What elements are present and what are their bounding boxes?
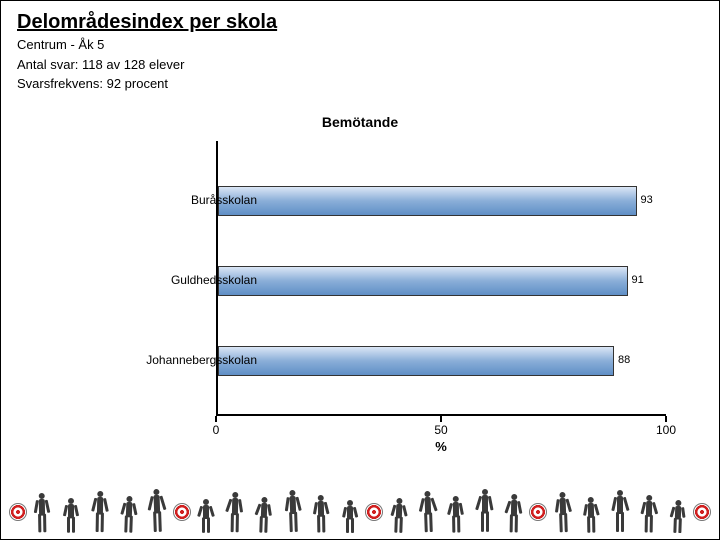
person-silhouette [58,491,85,533]
subtitle-line-2: Antal svar: 118 av 128 elever [17,56,703,74]
person-silhouette [607,491,634,533]
category-label: Buråsskolan [27,193,257,207]
person-silhouette [144,491,171,533]
target-icon [529,503,547,521]
target-icon [365,503,383,521]
category-label: Guldhedsskolan [27,273,257,287]
target-icon [693,503,711,521]
chart-area: % Buråsskolan 93 Guldhedsskolan 91 Johannebe… [1,141,719,471]
target-icon [9,503,27,521]
person-silhouette [222,491,249,533]
bar-chart-plot [216,141,666,416]
bar [218,266,628,296]
person-silhouette [29,491,56,533]
footer-silhouettes [1,485,719,539]
x-axis-label: % [216,439,666,454]
people-crowd [9,491,711,533]
person-silhouette [115,491,142,533]
person-silhouette [193,491,220,533]
target-icon [173,503,191,521]
person-silhouette [636,491,663,533]
person-silhouette [250,491,277,533]
category-label: Johannebergsskolan [27,353,257,367]
person-silhouette [443,491,470,533]
value-label: 91 [632,274,644,286]
value-label: 88 [618,354,630,366]
person-silhouette [664,491,691,533]
person-silhouette [414,491,441,533]
person-silhouette [500,491,527,533]
person-silhouette [472,491,499,533]
person-silhouette [337,491,364,533]
chart-title: Bemötande [1,114,719,130]
x-tick-label: 100 [656,423,676,437]
bar-row [218,266,668,296]
person-silhouette [308,491,335,533]
bar [218,186,637,216]
person-silhouette [87,491,114,533]
subtitle-line-3: Svarsfrekvens: 92 procent [17,75,703,93]
person-silhouette [549,491,576,533]
x-tick-label: 50 [434,423,447,437]
person-silhouette [578,491,605,533]
person-silhouette [385,491,412,533]
header-block: Delområdesindex per skola Centrum - Åk 5… [1,1,719,95]
page-container: Delområdesindex per skola Centrum - Åk 5… [0,0,720,540]
bar-row [218,346,668,376]
x-tick [440,416,442,422]
bar-row [218,186,668,216]
x-tick-label: 0 [213,423,220,437]
value-label: 93 [641,194,653,206]
person-silhouette [279,491,306,533]
x-tick [215,416,217,422]
subtitle-line-1: Centrum - Åk 5 [17,36,703,54]
bar [218,346,614,376]
x-tick [665,416,667,422]
page-title: Delområdesindex per skola [17,11,703,34]
